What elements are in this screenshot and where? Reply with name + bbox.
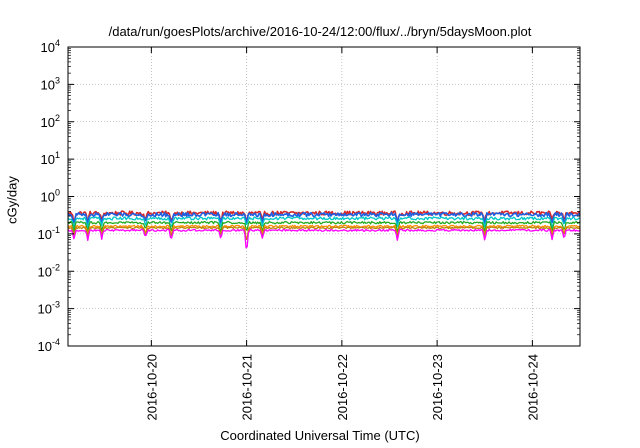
y-tick-label: 100 — [41, 188, 60, 205]
grid-layer — [68, 47, 580, 346]
y-tick-exponent: -1 — [52, 225, 60, 235]
y-tick-exponent: 3 — [55, 75, 60, 85]
y-tick-base: 10 — [41, 190, 55, 205]
series-line — [67, 224, 581, 240]
tick-layer — [68, 46, 580, 347]
series-line — [67, 226, 581, 241]
x-tick-label: 2016-10-22 — [335, 354, 350, 421]
y-tick-label: 10-1 — [38, 225, 60, 242]
y-tick-exponent: -2 — [52, 262, 60, 272]
y-tick-base: 10 — [38, 339, 52, 354]
y-tick-base: 10 — [38, 302, 52, 317]
y-tick-exponent: 2 — [55, 113, 60, 123]
chart-title: /data/run/goesPlots/archive/2016-10-24/1… — [108, 24, 532, 39]
series-layer — [67, 210, 581, 249]
y-tick-label: 103 — [41, 75, 60, 92]
y-tick-exponent: -3 — [52, 300, 60, 310]
x-tick-label: 2016-10-24 — [525, 354, 540, 421]
y-tick-label: 102 — [41, 113, 60, 130]
x-tick-label: 2016-10-23 — [430, 354, 445, 421]
y-tick-exponent: -4 — [52, 337, 60, 347]
x-axis-label: Coordinated Universal Time (UTC) — [220, 428, 420, 443]
y-tick-label: 10-3 — [38, 300, 60, 317]
y-tick-base: 10 — [41, 77, 55, 92]
y-tick-base: 10 — [41, 115, 55, 130]
y-tick-exponent: 4 — [55, 38, 60, 48]
y-tick-base: 10 — [38, 264, 52, 279]
y-tick-label: 10-4 — [38, 337, 60, 354]
y-tick-base: 10 — [41, 152, 55, 167]
y-tick-label: 10-2 — [38, 262, 60, 279]
y-tick-base: 10 — [38, 227, 52, 242]
x-tick-labels: 2016-10-20 2016-10-21 2016-10-22 2016-10-23… — [144, 354, 540, 421]
y-tick-base: 10 — [41, 40, 55, 55]
series-line — [67, 211, 581, 226]
series-line — [67, 228, 581, 249]
x-tick-label: 2016-10-20 — [144, 354, 159, 421]
series-line — [67, 216, 581, 229]
y-tick-exponent: 0 — [55, 188, 60, 198]
x-tick-label: 2016-10-21 — [240, 354, 255, 421]
y-tick-exponent: 1 — [55, 150, 60, 160]
y-tick-label: 104 — [41, 38, 60, 55]
y-tick-label: 101 — [41, 150, 60, 167]
series-line — [67, 220, 581, 234]
